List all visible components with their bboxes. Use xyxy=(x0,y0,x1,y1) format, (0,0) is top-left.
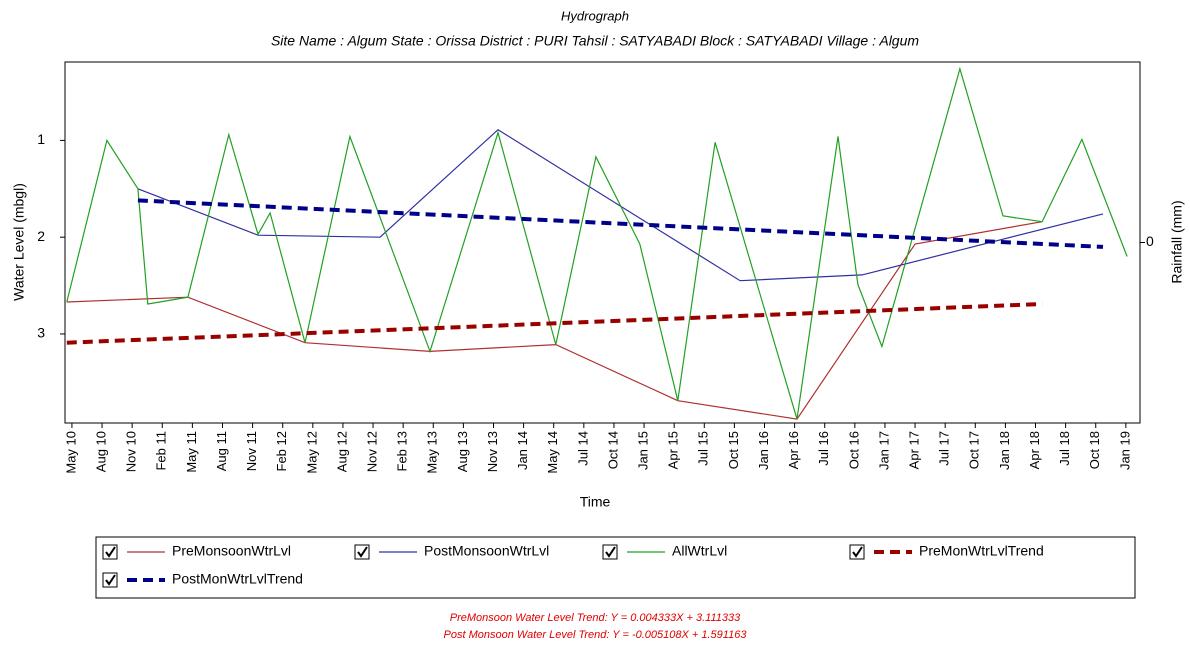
annotation: PreMonsoon Water Level Trend: Y = 0.0043… xyxy=(450,612,741,624)
x-tick-label: Jul 17 xyxy=(937,431,952,466)
x-tick-label: May 14 xyxy=(545,431,560,474)
x-tick-label: May 10 xyxy=(63,431,78,474)
x-tick-label: Aug 10 xyxy=(93,431,108,472)
legend-label: PostMonsoonWtrLvl xyxy=(424,543,549,559)
y-tick-label: 2 xyxy=(37,228,45,244)
x-tick-label: Apr 15 xyxy=(666,431,681,469)
x-tick-label: Apr 16 xyxy=(786,431,801,469)
x-tick-label: Oct 15 xyxy=(726,431,741,469)
legend-label: AllWtrLvl xyxy=(672,543,727,559)
legend-label: PreMonWtrLvlTrend xyxy=(919,543,1044,559)
x-tick-label: Feb 13 xyxy=(395,431,410,471)
x-tick-label: Jul 14 xyxy=(575,431,590,466)
series-line xyxy=(66,66,1128,420)
x-tick-label: Feb 11 xyxy=(154,431,169,471)
x-tick-label: Apr 18 xyxy=(1027,431,1042,469)
x-tick-label: Feb 12 xyxy=(274,431,289,471)
x-tick-label: Jul 16 xyxy=(816,431,831,466)
x-tick-label: Jan 15 xyxy=(635,431,650,470)
y-tick-label: 3 xyxy=(37,325,45,341)
annotation: Post Monsoon Water Level Trend: Y = -0.0… xyxy=(444,629,748,641)
y-tick-label: 1 xyxy=(37,131,45,147)
legend-check xyxy=(605,546,616,558)
x-tick-label: Apr 17 xyxy=(907,431,922,469)
x-tick-label: Jul 15 xyxy=(696,431,711,466)
legend-check xyxy=(357,546,368,558)
x-tick-label: Nov 13 xyxy=(485,431,500,472)
x-tick-label: Oct 18 xyxy=(1087,431,1102,469)
legend-check xyxy=(105,574,116,586)
x-tick-label: Jul 18 xyxy=(1057,431,1072,466)
x-tick-label: Nov 10 xyxy=(124,431,139,472)
legend-check xyxy=(852,546,863,558)
x-tick-label: Oct 14 xyxy=(605,431,620,469)
chart-title: Hydrograph xyxy=(561,8,629,23)
x-tick-label: Oct 17 xyxy=(967,431,982,469)
x-tick-label: Jan 14 xyxy=(515,431,530,470)
x-tick-label: Aug 13 xyxy=(455,431,470,472)
x-axis-label: Time xyxy=(580,494,611,510)
x-tick-label: May 12 xyxy=(304,431,319,474)
x-tick-label: Nov 11 xyxy=(244,431,259,471)
x-tick-label: Jan 16 xyxy=(756,431,771,470)
y2-axis-label: Rainfall (mm) xyxy=(1169,200,1185,283)
x-tick-label: Jan 17 xyxy=(876,431,891,470)
y-axis-label: Water Level (mbgl) xyxy=(11,183,27,301)
x-tick-label: Aug 12 xyxy=(334,431,349,472)
x-tick-label: Oct 16 xyxy=(846,431,861,469)
y2-tick-label: 0 xyxy=(1146,233,1154,249)
x-tick-label: Aug 11 xyxy=(214,431,229,471)
x-tick-label: Jan 18 xyxy=(997,431,1012,470)
legend-label: PostMonWtrLvlTrend xyxy=(172,571,303,587)
legend-check xyxy=(105,546,116,558)
x-tick-label: Jan 19 xyxy=(1117,431,1132,470)
x-tick-label: May 13 xyxy=(425,431,440,474)
chart-subtitle: Site Name : Algum State : Orissa Distric… xyxy=(271,33,919,49)
x-tick-label: May 11 xyxy=(184,431,199,473)
series-line xyxy=(137,198,1104,249)
x-tick-label: Nov 12 xyxy=(364,431,379,472)
legend-label: PreMonsoonWtrLvl xyxy=(172,543,291,559)
series-line xyxy=(66,302,1043,345)
